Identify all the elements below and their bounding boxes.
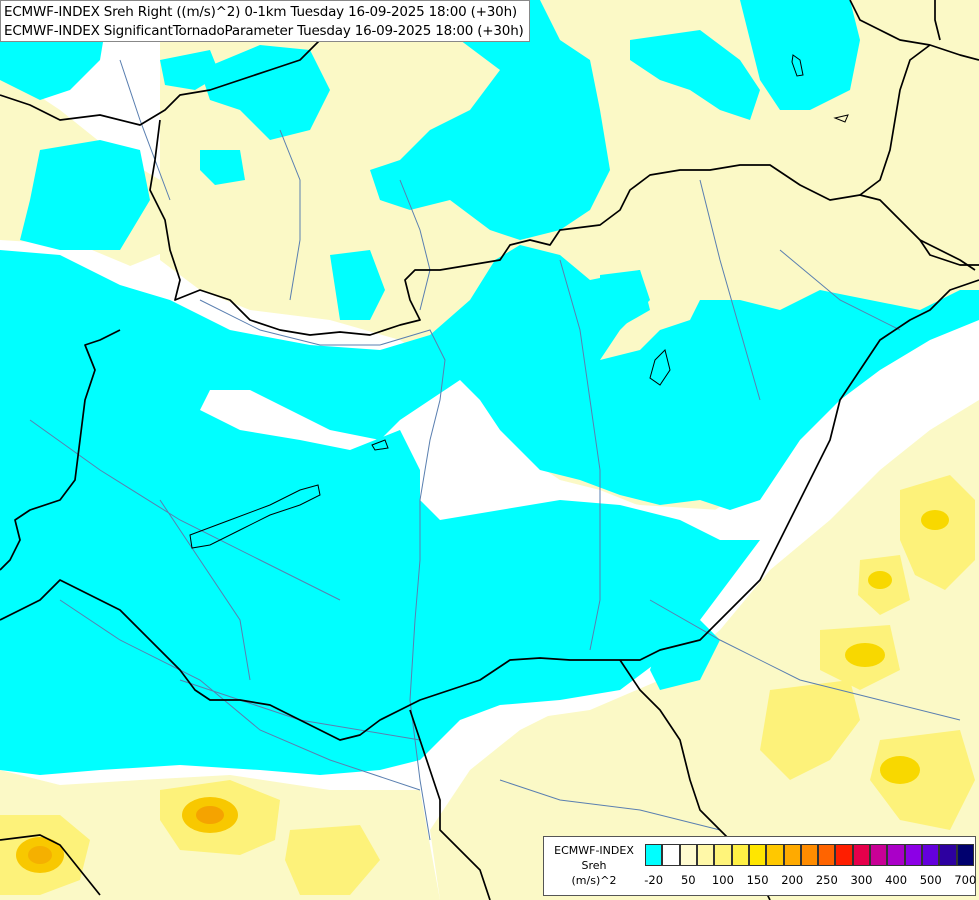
legend-swatch — [714, 844, 732, 866]
river-north-1 — [279, 129, 301, 301]
orange-core-east-2 — [868, 571, 892, 589]
cyan-region-north-center — [200, 45, 330, 140]
cyan-region-east-small — [600, 270, 650, 330]
legend-tick-label: 200 — [781, 873, 804, 887]
border-northeast-2 — [934, 0, 941, 41]
cyan-region-north-small — [160, 50, 220, 90]
legend-source: ECMWF-INDEX — [554, 844, 634, 857]
border-east-ro — [919, 239, 976, 271]
orange-core-east-3 — [845, 643, 885, 667]
legend-swatch — [645, 844, 663, 866]
border-south-bosnia — [0, 834, 101, 896]
river-south-1 — [499, 779, 721, 831]
border-west-north — [149, 119, 979, 336]
river-east-2 — [779, 249, 901, 331]
legend-swatch — [835, 844, 853, 866]
color-legend: ECMWF-INDEX Sreh (m/s)^2 -20 50 100 150 200 2… — [543, 836, 976, 896]
legend-ticks: -20 50 100 150 200 250 300 400 500 700 — [644, 873, 977, 889]
lake-small-1 — [371, 439, 389, 451]
legend-tick-label: 500 — [919, 873, 942, 887]
legend-swatch — [956, 844, 974, 866]
legend-swatch — [852, 844, 871, 866]
cyan-region-central — [330, 250, 385, 320]
legend-swatch — [731, 844, 749, 866]
legend-swatch — [922, 844, 940, 866]
orange-core-southwest-2-inner — [28, 846, 52, 864]
legend-swatch — [783, 844, 801, 866]
map-title-box: ECMWF-INDEX Sreh Right ((m/s)^2) 0-1km T… — [0, 0, 530, 42]
river-tisza — [559, 259, 601, 651]
cyan-region-central-north — [200, 150, 245, 185]
lake-balaton — [189, 484, 321, 549]
cyan-region-northeast — [740, 0, 860, 110]
map-title-line-1: ECMWF-INDEX Sreh Right ((m/s)^2) 0-1km T… — [4, 4, 517, 20]
legend-tick-label: 100 — [711, 873, 734, 887]
legend-swatch — [904, 844, 922, 866]
legend-tick-label: 250 — [815, 873, 838, 887]
border-south-croatia — [409, 709, 491, 900]
legend-swatches — [645, 844, 974, 866]
legend-tick-label: 150 — [746, 873, 769, 887]
river-east-1 — [699, 179, 761, 401]
cyan-region-northwest-2 — [20, 140, 150, 250]
legend-unit: (m/s)^2 — [571, 874, 617, 887]
border-hungary-east — [0, 279, 979, 741]
cyan-region-north — [350, 0, 610, 240]
river-west-1 — [29, 419, 341, 601]
legend-tick-label: -20 — [644, 873, 664, 887]
yellow-region-east-1 — [900, 475, 975, 590]
river-west-2 — [159, 499, 251, 681]
legend-swatch — [766, 844, 784, 866]
map-title-line-2: ECMWF-INDEX SignificantTornadoParameter … — [4, 23, 524, 39]
legend-swatch — [818, 844, 836, 866]
legend-swatch — [887, 844, 905, 866]
orange-core-southwest-1-inner — [196, 806, 224, 824]
legend-tick-label: 50 — [680, 873, 696, 887]
legend-tick-label: 700 — [954, 873, 977, 887]
yellow-region-east-4 — [760, 680, 860, 780]
border-north-1 — [0, 0, 351, 126]
river-danube — [199, 299, 446, 841]
orange-core-east-1 — [921, 510, 949, 530]
river-north-3 — [119, 59, 171, 201]
river-north-2 — [399, 179, 431, 311]
river-east-3 — [649, 599, 961, 721]
lake-small-4 — [649, 349, 671, 386]
river-sava — [59, 599, 421, 791]
legend-tick-label: 300 — [850, 873, 873, 887]
yellow-region-east-5 — [870, 730, 975, 830]
legend-swatch — [696, 844, 715, 866]
cyan-region-main — [0, 245, 979, 775]
legend-variable: Sreh — [581, 859, 607, 872]
cyan-region-north-2 — [630, 30, 760, 120]
legend-swatch — [870, 844, 888, 866]
border-hungary-west — [0, 329, 121, 571]
legend-swatch — [679, 844, 697, 866]
lake-small-2 — [791, 54, 804, 77]
border-romania-north — [859, 44, 931, 196]
legend-swatch — [662, 844, 680, 866]
legend-swatch — [800, 844, 819, 866]
yellow-region-southwest-3 — [285, 825, 380, 895]
legend-tick-label: 400 — [885, 873, 908, 887]
border-northeast — [849, 0, 979, 61]
lake-small-3 — [833, 114, 849, 123]
legend-swatch — [939, 844, 957, 866]
orange-core-east-4 — [880, 756, 920, 784]
legend-title: ECMWF-INDEX Sreh (m/s)^2 — [544, 843, 644, 888]
river-network — [29, 59, 961, 841]
legend-swatch — [748, 844, 767, 866]
